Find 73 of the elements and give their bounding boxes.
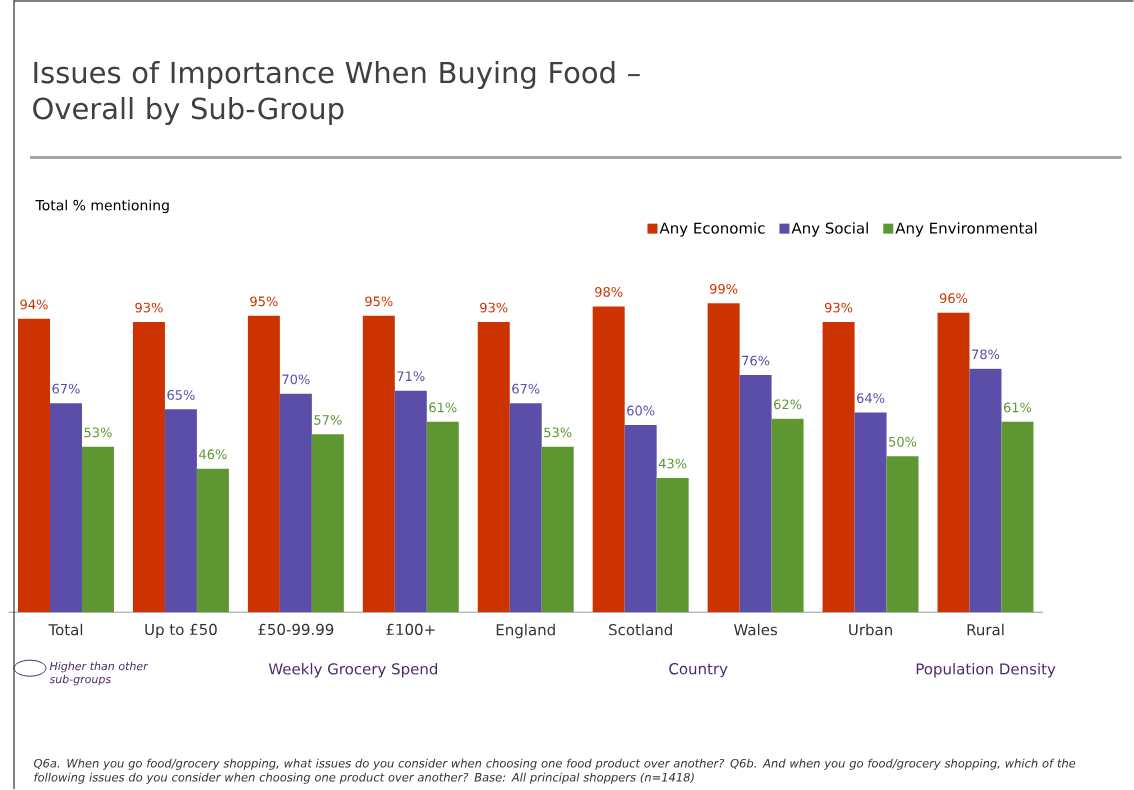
- bar: [394, 390, 427, 613]
- bar: [822, 322, 855, 613]
- bar: [18, 319, 50, 613]
- bar: [477, 322, 510, 613]
- data-label: 65%: [167, 390, 195, 401]
- data-label: 94%: [20, 299, 48, 310]
- bar: [81, 446, 114, 613]
- bar: [854, 412, 887, 613]
- data-label: 99%: [710, 284, 738, 294]
- data-label: 46%: [199, 449, 227, 460]
- chart-title: Issues of Importance When Buying Food – Overall by Sub-Group: [33, 61, 640, 126]
- data-label: 61%: [1003, 402, 1032, 413]
- bar: [362, 315, 395, 613]
- text: Total % mentioning: [35, 199, 169, 214]
- x-tick-label: £100+: [386, 623, 435, 636]
- data-label: 95%: [365, 296, 393, 307]
- data-label: 78%: [972, 349, 1000, 360]
- bar: [707, 303, 740, 613]
- bar: [739, 375, 772, 613]
- text: Q6a. When you go food/grocery shopping, what issues do you consider when choosing one food product over another? Q6b. And when you go food/grocery shopping, which of the following issues do you consider when choosing one product over another? Base: All principal shoppers (n=1418): [34, 758, 1076, 784]
- text: Weekly Grocery Spend: [268, 663, 438, 678]
- text: Higher than other sub-groups: [49, 661, 149, 686]
- bar: [624, 425, 657, 613]
- data-label: 76%: [742, 355, 770, 366]
- data-label: 95%: [250, 296, 278, 307]
- data-label: 67%: [512, 383, 540, 394]
- x-tick-label: Rural: [967, 623, 1004, 636]
- data-label: 64%: [857, 393, 885, 404]
- bar: [937, 312, 970, 613]
- data-label: 50%: [889, 437, 917, 447]
- data-label: 67%: [52, 383, 80, 394]
- bar: [886, 456, 919, 613]
- bar: [132, 322, 165, 613]
- x-tick-label: Up to £50: [145, 623, 217, 639]
- x-tick-label: £50-99.99: [258, 623, 334, 636]
- x-tick-label: Total: [48, 623, 83, 636]
- data-label: 96%: [939, 293, 968, 304]
- bar: [509, 403, 542, 613]
- data-label: 57%: [314, 415, 342, 425]
- bar: [247, 315, 280, 613]
- data-label: 70%: [282, 374, 310, 385]
- bar: [771, 418, 804, 613]
- data-label: 98%: [595, 287, 623, 298]
- bar: [969, 368, 1002, 613]
- data-label: 60%: [627, 405, 655, 416]
- x-tick-label: Urban: [849, 623, 892, 636]
- bar: [49, 403, 82, 613]
- x-tick-label: England: [496, 623, 555, 639]
- legend-label: Any Social: [791, 222, 868, 237]
- bar: [426, 422, 459, 613]
- data-label: 93%: [824, 302, 853, 313]
- data-label: 53%: [544, 427, 572, 438]
- bar: [541, 446, 574, 613]
- bar: [279, 393, 312, 613]
- legend-label: Any Economic: [659, 222, 765, 237]
- data-label: 43%: [658, 458, 687, 469]
- bar: [196, 468, 229, 613]
- text: Country: [669, 663, 728, 678]
- data-label: 71%: [397, 371, 425, 382]
- bar: [164, 409, 197, 613]
- legend-label: Any Environmental: [895, 222, 1037, 237]
- data-label: 53%: [84, 427, 112, 438]
- text: Population Density: [916, 663, 1056, 678]
- bar: [311, 434, 344, 613]
- bar: [592, 306, 625, 613]
- x-tick-label: Wales: [733, 623, 778, 636]
- x-tick-label: Scotland: [609, 623, 672, 636]
- data-label: 61%: [429, 402, 457, 413]
- data-label: 93%: [480, 302, 508, 313]
- data-label: 93%: [135, 302, 163, 313]
- data-label: 62%: [774, 399, 802, 410]
- bar: [656, 478, 689, 613]
- bar: [1001, 422, 1034, 613]
